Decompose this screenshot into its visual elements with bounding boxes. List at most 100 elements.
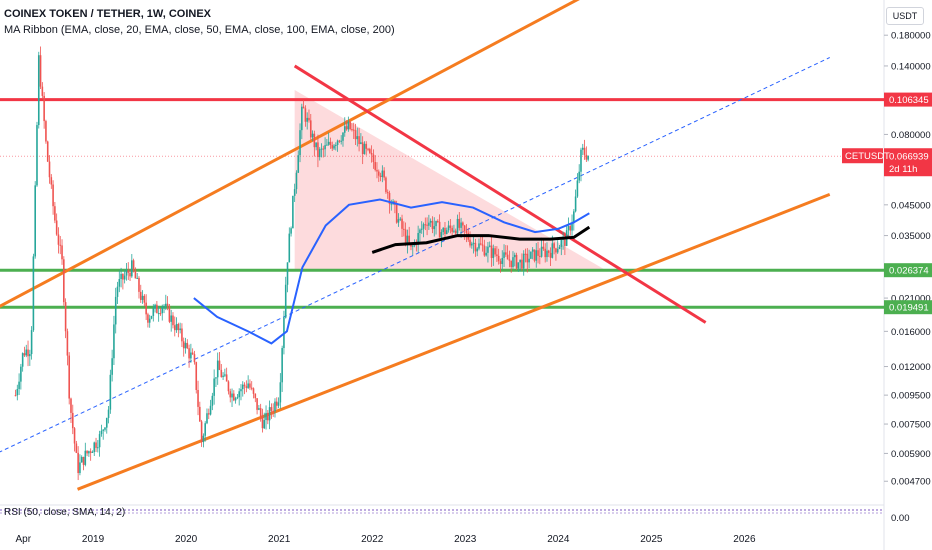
candle-body [347,121,350,130]
candle-body [25,349,28,356]
candle-body [317,142,319,158]
candle-body [322,148,325,150]
candle-body [229,391,232,398]
candle-body [474,242,477,252]
candle-body [437,220,439,222]
trendline[interactable] [0,0,628,310]
candle-body [587,155,589,160]
candle-body [463,225,466,231]
ema-line-blue [193,198,590,345]
candle-body [243,384,246,387]
candle-body [487,246,489,253]
candle-body [105,417,108,428]
candle-body [505,252,507,255]
candles-group [14,46,589,481]
candle-body [204,423,206,436]
candle-body [351,129,353,131]
candle-body [524,253,527,255]
candle-body [578,171,580,181]
candle-body [447,225,450,231]
candle-body [195,362,198,390]
candle-body [165,303,167,307]
trendline[interactable] [293,64,707,324]
candle-body [361,142,364,155]
candle-body [113,324,115,359]
candle-body [252,388,255,394]
candle-body [29,354,31,357]
candle-body [358,136,360,145]
candle-body [102,429,104,431]
candle-body [231,393,233,398]
candle-body [343,126,346,133]
candle-body [20,366,22,382]
candle-body [234,398,237,401]
candle-body [306,117,308,122]
candle-body [250,387,253,389]
candle-body [462,222,464,226]
candle-body [376,169,378,172]
candle-body [43,95,45,122]
candle-body [496,254,498,256]
candle-body [422,224,425,229]
candle-body [329,141,332,146]
candle-body [59,244,62,246]
candle-body [186,342,189,349]
candle-body [249,383,251,388]
trendline[interactable] [0,57,830,456]
candle-body [216,360,219,378]
candle-body [30,330,33,355]
candle-body [385,177,387,193]
candle-body [417,233,419,246]
candle-body [82,456,85,465]
candle-body [148,318,151,323]
candle-body [64,302,67,332]
candle-body [16,389,19,396]
candle-body [331,145,334,149]
candle-body [431,220,434,230]
candle-body [403,228,405,230]
candle-body [354,130,357,140]
candle-body [517,262,520,269]
candle-body [222,375,224,378]
level-price-tag [884,263,932,278]
candle-body [233,393,235,401]
candle-body [63,259,65,303]
candle-body [97,447,99,449]
candle-body [374,162,376,170]
candle-body [512,257,514,267]
candle-body [356,136,359,140]
candle-body [211,395,214,406]
candle-body [465,230,468,233]
candle-body [299,130,301,156]
candle-body [308,117,310,121]
symbol-tag [842,148,883,164]
candle-body [206,413,208,424]
candle-body [98,434,101,448]
x-tick-label: 2020 [175,534,198,545]
candle-body [131,260,133,277]
candle-body [172,315,174,326]
candle-body [367,148,369,150]
candle-body [120,273,122,280]
candle-body [297,155,300,173]
candle-body [45,121,47,142]
candle-body [86,450,88,454]
candle-body [580,149,582,172]
candle-body [564,236,566,246]
candle-body [220,369,223,378]
candle-body [497,255,500,262]
candle-body [191,352,194,355]
candle-body [275,401,278,406]
candle-body [571,222,573,231]
x-tick-label: 2019 [82,534,105,545]
candle-body [503,252,505,258]
candle-body [513,254,516,258]
x-tick-label: 2024 [547,534,570,545]
candle-body [345,126,348,130]
currency-button[interactable]: USDT [886,7,924,25]
candle-body [134,270,137,279]
y-tick-label: 0.045000 [891,200,931,211]
candle-body [50,177,53,185]
candle-body [383,170,385,178]
